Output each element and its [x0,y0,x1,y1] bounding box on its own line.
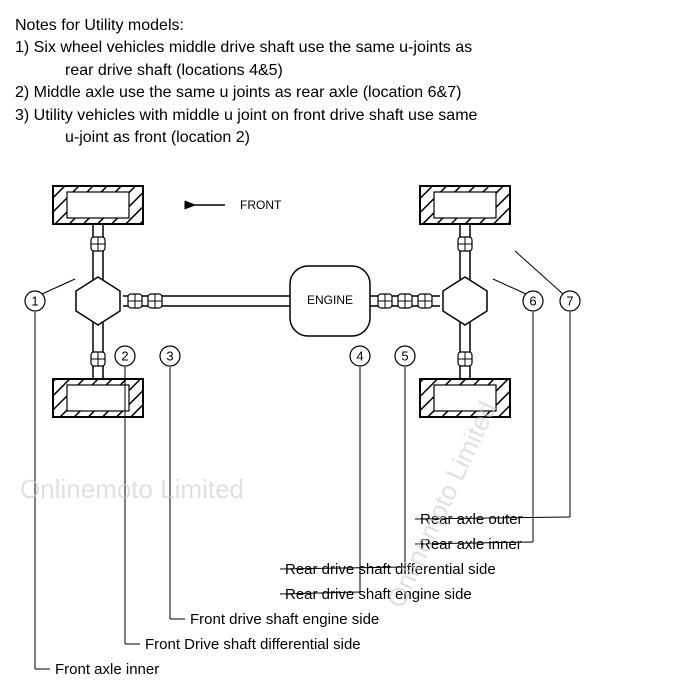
note-1-line2: rear drive shaft (locations 4&5) [15,60,685,82]
callout-label-4: Rear drive shaft engine side [285,586,472,603]
callout-num-6: 6 [529,294,536,309]
callout-label-3: Front drive shaft engine side [190,611,379,628]
callout-label-5: Rear drive shaft differential side [285,561,496,578]
u-joint [91,352,105,366]
callout-label-2: Front Drive shaft differential side [145,636,361,653]
callout-label-6: Rear axle inner [420,536,522,553]
callout-num-4: 4 [356,349,363,364]
engine-label: ENGINE [307,294,353,308]
tire [53,186,143,224]
callout-label-1: Front axle inner [55,661,159,678]
callout-num-7: 7 [566,294,573,309]
u-joint [458,237,472,251]
differential [76,277,120,325]
callout-num-1: 1 [31,294,38,309]
u-joint [148,294,162,308]
notes-block: Notes for Utility models: 1) Six wheel v… [15,15,685,149]
u-joint [378,294,392,308]
callout-num-5: 5 [401,349,408,364]
u-joint [398,294,412,308]
callout-label-7: Rear axle outer [420,511,523,528]
callout-num-3: 3 [166,349,173,364]
u-joint [91,237,105,251]
tire [420,186,510,224]
u-joint [128,294,142,308]
u-joint [418,294,432,308]
callout-num-2: 2 [121,349,128,364]
note-1-line1: 1) Six wheel vehicles middle drive shaft… [15,37,685,59]
note-3-line2: u-joint as front (location 2) [15,127,685,149]
diagram: ENGINE FRONT 1 Front axle inner 2 Front Drive… [15,164,685,684]
tire [53,379,143,417]
tire [420,379,510,417]
front-label: FRONT [240,198,282,212]
diagram-svg: ENGINE FRONT 1 Front axle inner 2 Front Drive… [15,164,685,684]
note-3-line1: 3) Utility vehicles with middle u joint … [15,105,685,127]
notes-title: Notes for Utility models: [15,15,685,37]
u-joint [458,352,472,366]
note-2-line1: 2) Middle axle use the same u joints as … [15,82,685,104]
differential [443,277,487,325]
